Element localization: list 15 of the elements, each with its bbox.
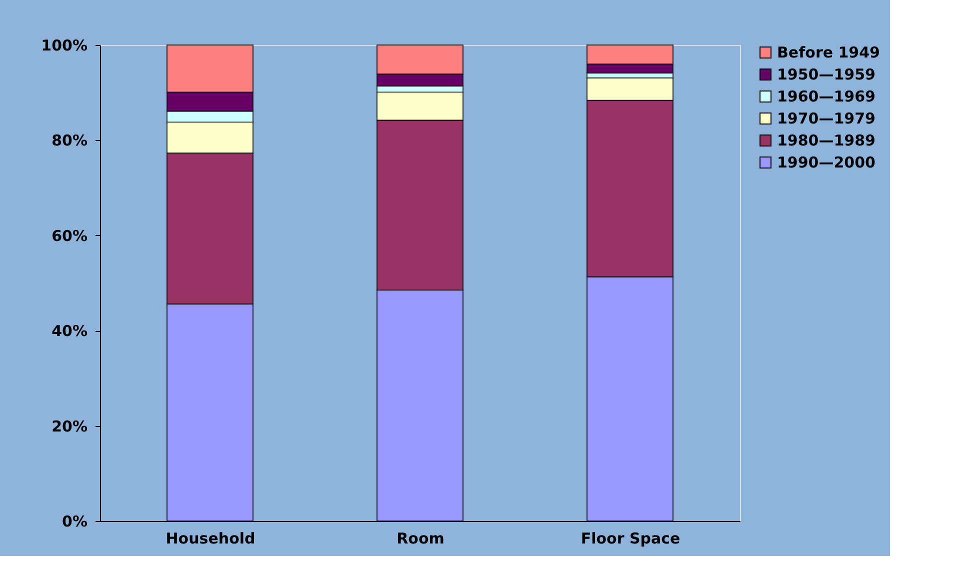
legend-label: 1980—1989 [777,132,876,150]
legend-label: 1960—1969 [777,88,876,106]
y-tick-label: 20% [52,417,88,436]
y-tick-label: 0% [62,512,88,530]
y-tick-label: 100% [41,36,88,54]
legend-label: Before 1949 [777,44,880,62]
x-tick-label: Floor Space [580,530,680,548]
y-tick-label: 80% [52,132,88,150]
x-tick-label: Household [166,530,256,548]
legend-label: 1990—2000 [777,154,876,172]
y-tick-label: 60% [52,226,88,245]
x-tick-label: Room [396,530,444,548]
legend-label: 1970—1979 [777,110,876,128]
legend-label: 1950—1959 [777,66,876,84]
y-tick-label: 40% [52,322,88,340]
